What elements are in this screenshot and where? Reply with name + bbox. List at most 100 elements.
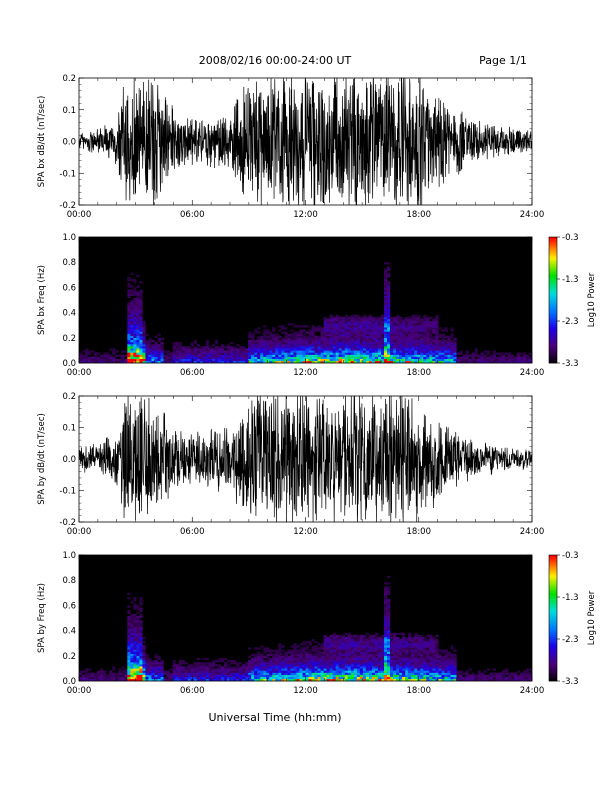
spectrogram-cell xyxy=(423,672,427,675)
spectrogram-cell xyxy=(296,346,300,349)
spectrogram-cell xyxy=(381,337,385,341)
spectrogram-cell xyxy=(190,666,194,669)
spectrogram-cell xyxy=(381,678,385,682)
spectrogram-cell xyxy=(97,674,101,677)
spectrogram-cell xyxy=(429,664,433,667)
spectrogram-cell xyxy=(405,666,409,669)
spectrogram-cell xyxy=(139,599,143,602)
spectrogram-cell xyxy=(377,354,382,357)
spectrogram-cell xyxy=(335,346,339,349)
spectrogram-cell xyxy=(332,664,336,667)
spectrogram-cell xyxy=(384,620,388,623)
spectrogram-cell xyxy=(447,335,451,338)
spectrogram-cell xyxy=(142,664,146,667)
spectrogram-cell xyxy=(374,339,379,343)
spectrogram-cell xyxy=(381,668,385,671)
spectrogram-cell xyxy=(178,660,182,663)
spectrogram-cell xyxy=(411,358,415,362)
spectrogram-cell xyxy=(284,358,288,362)
spectrogram-cell xyxy=(211,670,216,673)
spectrogram-cell xyxy=(429,660,433,663)
spectrogram-cell xyxy=(329,333,333,336)
spectrogram-cell xyxy=(423,344,427,347)
spectrogram-cell xyxy=(314,660,318,663)
spectrogram-cell xyxy=(284,350,288,353)
spectrogram-cell xyxy=(242,354,246,357)
spectrogram-cell xyxy=(236,348,240,351)
spectrogram-cell xyxy=(332,335,336,338)
spectrogram-cell xyxy=(414,352,418,355)
spectrogram-cell xyxy=(214,339,219,343)
spectrogram-cell xyxy=(390,670,394,673)
spectrogram-cell xyxy=(341,668,345,671)
spectrogram-cell xyxy=(365,668,370,671)
spectrogram-cell xyxy=(199,668,204,671)
spectrogram-cell xyxy=(245,356,249,359)
spectrogram-cell xyxy=(335,657,339,661)
spectrogram-cell xyxy=(184,358,188,362)
spectrogram-cell xyxy=(142,352,146,355)
spectrogram-cell xyxy=(408,676,412,680)
spectrogram-cell xyxy=(426,348,430,351)
spectrogram-cell xyxy=(199,346,204,349)
spectrogram-cell xyxy=(133,630,137,633)
spectrogram-cell xyxy=(163,358,167,362)
colorbar-segment xyxy=(549,628,557,631)
spectrogram-cell xyxy=(453,670,457,673)
spectrogram-cell xyxy=(109,676,113,680)
spectrogram-cell xyxy=(142,662,146,665)
spectrogram-cell xyxy=(522,354,527,357)
spectrogram-cell xyxy=(290,670,294,673)
spectrogram-cell xyxy=(269,664,273,667)
spectrogram-cell xyxy=(335,639,339,642)
spectrogram-cell xyxy=(420,643,424,646)
spectrogram-cell xyxy=(399,657,403,661)
y-tick-label: 0.2 xyxy=(62,74,76,84)
spectrogram-cell xyxy=(420,668,424,671)
spectrogram-cell xyxy=(166,356,170,359)
spectrogram-cell xyxy=(344,657,348,661)
spectrogram-cell xyxy=(326,641,330,644)
spectrogram-cell xyxy=(450,333,454,336)
spectrogram-cell xyxy=(281,346,285,349)
spectrogram-cell xyxy=(387,360,391,364)
spectrogram-cell xyxy=(365,333,370,336)
spectrogram-cell xyxy=(390,657,394,661)
spectrogram-cell xyxy=(447,344,451,347)
spectrogram-cell xyxy=(205,346,210,349)
spectrogram-cell xyxy=(103,670,107,673)
spectrogram-cell xyxy=(390,335,394,338)
spectrogram-cell xyxy=(97,352,101,355)
spectrogram-cell xyxy=(335,655,339,659)
spectrogram-cell xyxy=(426,649,430,652)
spectrogram-cell xyxy=(480,678,484,682)
spectrogram-cell xyxy=(387,297,391,301)
spectrogram-cell xyxy=(438,666,442,669)
spectrogram-cell xyxy=(426,321,430,324)
spectrogram-cell xyxy=(308,342,312,345)
spectrogram-cell xyxy=(248,339,252,343)
spectrogram-cell xyxy=(139,636,143,640)
spectrogram-cell xyxy=(347,678,351,682)
spectrogram-cell xyxy=(260,354,264,357)
spectrogram-cell xyxy=(202,352,207,355)
spectrogram-cell xyxy=(329,649,333,652)
spectrogram-cell xyxy=(124,350,128,353)
spectrogram-cell xyxy=(477,670,481,673)
spectrogram-cell xyxy=(365,666,370,669)
spectrogram-cell xyxy=(220,358,225,362)
spectrogram-cell xyxy=(133,668,137,671)
spectrogram-cell xyxy=(160,342,164,345)
spectrogram-cell xyxy=(272,664,276,667)
spectrogram-cell xyxy=(275,668,279,671)
spectrogram-cell xyxy=(368,666,373,669)
spectrogram-cell xyxy=(411,666,415,669)
spectrogram-cell xyxy=(103,360,107,364)
spectrogram-cell xyxy=(483,678,487,682)
spectrogram-cell xyxy=(127,643,131,646)
spectrogram-cell xyxy=(94,676,98,680)
spectrogram-cell xyxy=(408,352,412,355)
spectrogram-cell xyxy=(299,643,303,646)
spectrogram-cell xyxy=(320,647,324,650)
spectrogram-cell xyxy=(257,342,261,345)
